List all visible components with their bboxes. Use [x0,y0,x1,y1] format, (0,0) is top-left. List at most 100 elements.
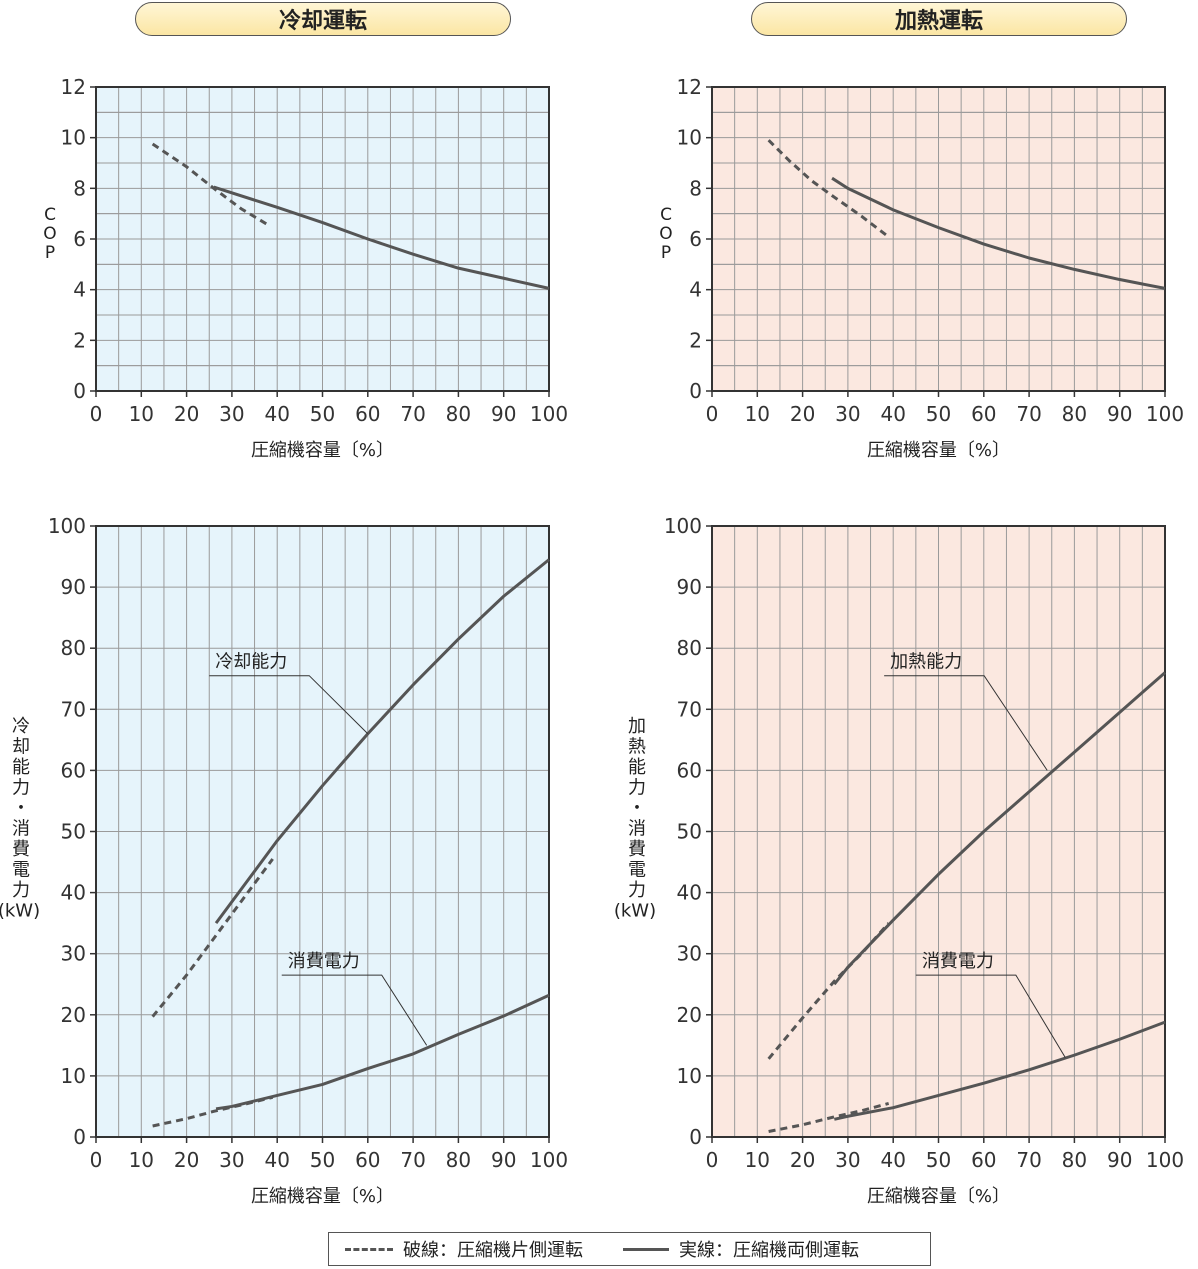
heat_cop-ylabel-char: P [661,243,671,263]
heat_power-ylabel-char: 費 [628,839,646,860]
heat_power-xtick-label: 0 [706,1148,719,1172]
cool_cop-ytick-label: 12 [61,75,86,99]
cool_power-xtick-label: 60 [355,1148,380,1172]
cool_power-series-dashed-2 [152,1095,274,1128]
cool_power-xtick-label: 50 [310,1148,335,1172]
cool_cop-xtick-label: 70 [400,402,425,426]
heat_power-xtick-label: 20 [790,1148,815,1172]
heat_cop-xtick-label: 20 [790,402,815,426]
cool_power-ytick-label: 40 [61,881,86,905]
cool_power-annotation-label: 冷却能力 [215,652,287,673]
heat_cop-xtick-label: 100 [1146,402,1184,426]
heat_power-annotation-label: 加熱能力 [890,652,962,673]
cool_power-xtick-label: 100 [530,1148,568,1172]
cool_power-ylabel-char: 費 [12,839,30,860]
cool_power-xtick-label: 90 [491,1148,516,1172]
heat_power-ylabel-char: 加 [628,716,646,737]
cool_cop-xtick-label: 80 [446,402,471,426]
legend-solid-label: 実線：圧縮機両側運転 [679,1240,859,1261]
heat_cop-xtick-label: 50 [926,402,951,426]
cool_cop-xtick-label: 40 [264,402,289,426]
cool_power-ylabel-char: 力 [12,880,30,901]
cool_power-ytick-label: 60 [61,758,86,782]
cool_power-ytick-label: 20 [61,1003,86,1027]
cool_power-chart: 0 10 20 30 40 50 60 70 80 90 100 0 10 20 30 40 50 60 70 80 9… [0,514,568,1207]
cool_cop-xtick-label: 10 [129,402,154,426]
cool_cop-xtick-label: 30 [219,402,244,426]
cool_power-series-solid-3 [215,993,550,1111]
heat_power-annotation-leader [884,675,1048,771]
cool_cop-ylabel-char: P [45,243,55,263]
cool_cop-xtick-label: 90 [491,402,516,426]
heat_cop-xtick-label: 40 [880,402,905,426]
heat_power-xtick-label: 10 [745,1148,770,1172]
cool_power-ylabel-char: 却 [12,737,30,758]
cool_power-ytick-label: 100 [48,514,86,538]
heat_cop-xtick-label: 10 [745,402,770,426]
heat_cop-xlabel: 圧縮機容量〔%〕 [867,440,1010,461]
cool_power-xtick-label: 70 [400,1148,425,1172]
cool_power-ytick-label: 0 [73,1125,86,1149]
heat_power-ytick-label: 60 [677,758,702,782]
heat_cop-xtick-label: 30 [835,402,860,426]
heat_cop-xtick-label: 60 [971,402,996,426]
cool_cop-xtick-label: 20 [174,402,199,426]
cool_cop-xtick-label: 50 [310,402,335,426]
cool_power-ylabel-char: 冷 [12,716,30,737]
cool_cop-ylabel-char: O [43,224,56,244]
heat_power-ytick-label: 70 [677,697,702,721]
cooling-title: 冷却運転 [135,2,511,36]
cool_cop-ytick-label: 10 [61,126,86,150]
charts-canvas: 0 10 20 30 40 50 60 70 80 90 100024681012圧縮機容量〔%〕C… [0,75,1184,1207]
heat_power-ytick-label: 80 [677,636,702,660]
heating-title: 加熱運転 [751,2,1127,36]
heat_power-ytick-label: 30 [677,942,702,966]
heat_power-xtick-label: 80 [1062,1148,1087,1172]
heat_cop-ylabel-char: C [660,205,672,225]
legend-solid-swatch [623,1247,669,1251]
cool_cop-xtick-label: 100 [530,402,568,426]
cool_power-ytick-label: 50 [61,820,86,844]
cool_cop-ytick-label: 8 [73,176,86,200]
heat_cop-ytick-label: 8 [689,176,702,200]
legend-dashed-swatch [345,1247,393,1251]
cool_power-annotation-leader [281,974,428,1046]
heat_power-ytick-label: 90 [677,575,702,599]
heat_power-annotation-label: 消費電力 [922,951,994,972]
heat_power-ytick-label: 50 [677,820,702,844]
cool_power-xtick-label: 30 [219,1148,244,1172]
cool_power-ytick-label: 10 [61,1064,86,1088]
heat_power-xlabel: 圧縮機容量〔%〕 [867,1186,1010,1207]
heat_power-ylabel-char: 力 [628,880,646,901]
legend-solid-item: 実線：圧縮機両側運転 [623,1236,859,1262]
heat_power-xtick-label: 40 [880,1148,905,1172]
heat_cop-xtick-label: 0 [706,402,719,426]
cool_cop-chart: 0 10 20 30 40 50 60 70 80 90 100 0 2 4 6 8 10 12 圧縮機容量〔%〕 C… [43,75,568,461]
heat_cop-series-dashed-0 [767,139,888,237]
heat_power-ytick-label: 20 [677,1003,702,1027]
heat_power-ylabel-char: 消 [628,819,646,840]
heat_power-series-solid-3 [833,1020,1166,1121]
heat_cop-ytick-label: 2 [689,328,702,352]
heat_power-ylabel-char: 電 [628,860,646,881]
heat_cop-chart: 0 10 20 30 40 50 60 70 80 90 100 0 2 4 6 8 10 12 圧縮機容量〔%〕 C… [659,75,1184,461]
cool_cop-ytick-label: 2 [73,328,86,352]
cool_power-ytick-label: 80 [61,636,86,660]
heat_power-annotation-leader [915,974,1066,1058]
heat_cop-ytick-label: 4 [689,278,702,302]
cool_power-annotation-leader [209,675,369,735]
cool_cop-ytick-label: 6 [73,227,86,251]
heat_power-xtick-label: 70 [1016,1148,1041,1172]
cool_cop-xtick-label: 60 [355,402,380,426]
legend-dashed-item: 破線：圧縮機片側運転 [329,1236,583,1262]
heat_cop-ytick-label: 10 [677,126,702,150]
heat_power-ytick-label: 0 [689,1125,702,1149]
cool_cop-series-solid-1 [213,185,550,290]
heat_power-xtick-label: 100 [1146,1148,1184,1172]
heat_power-ytick-label: 40 [677,881,702,905]
heat_cop-series-solid-1 [831,176,1166,290]
heat_power-series-dashed-0 [767,922,890,1060]
cool_power-ytick-label: 90 [61,575,86,599]
cool_power-xtick-label: 10 [129,1148,154,1172]
heat_cop-xtick-label: 90 [1107,402,1132,426]
